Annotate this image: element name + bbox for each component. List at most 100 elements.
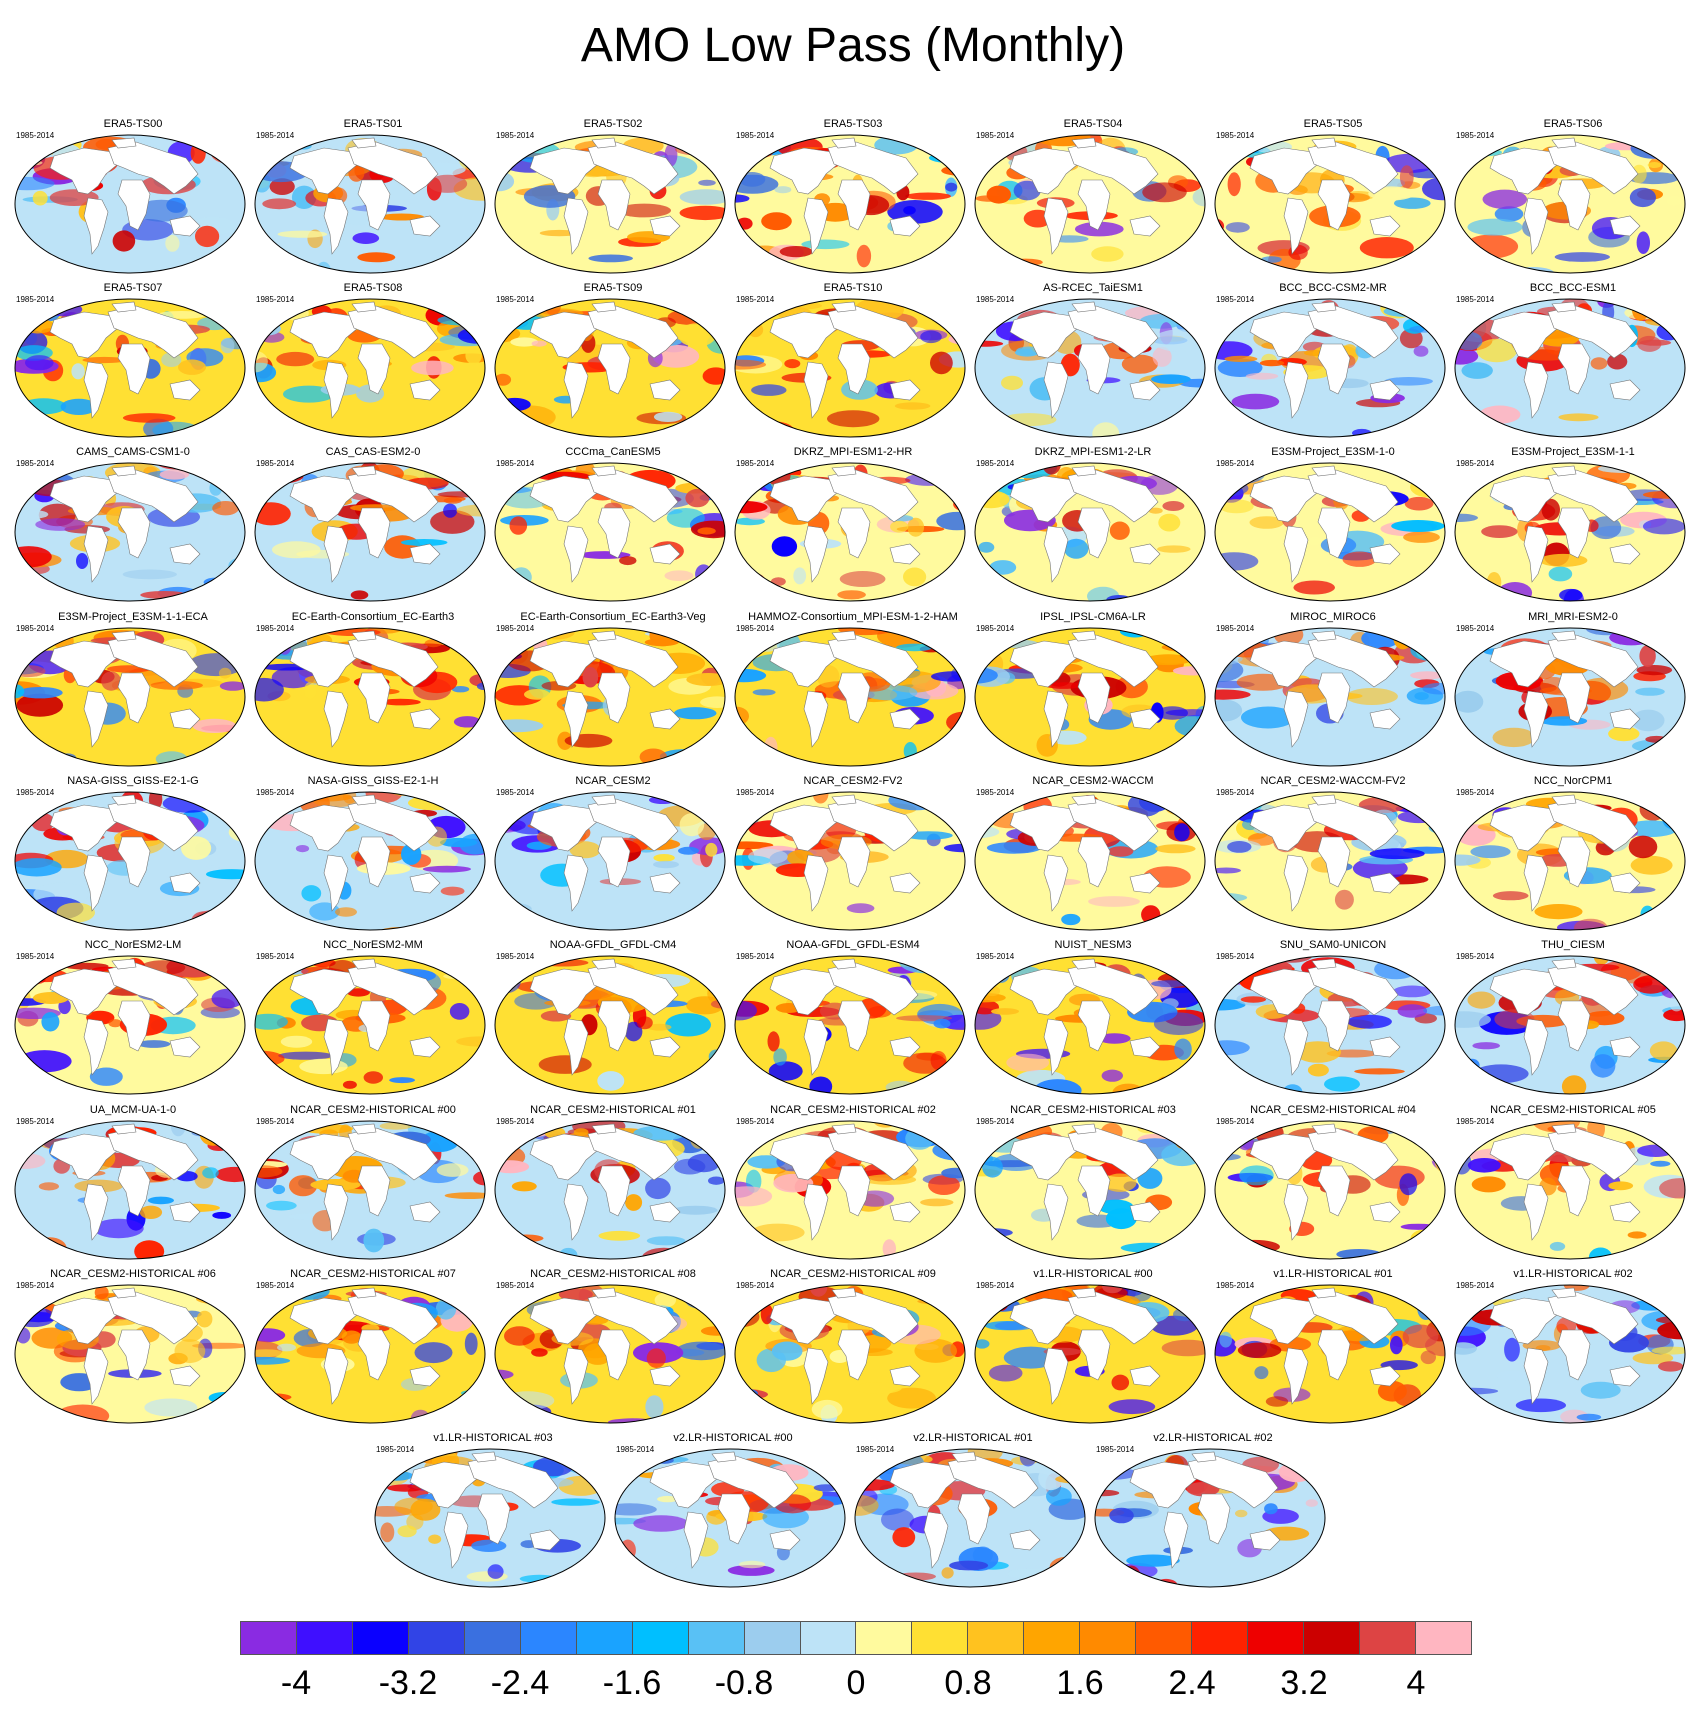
- continent-shape: [169, 1201, 201, 1223]
- continent-shape: [347, 798, 439, 852]
- map-panel: NCAR_CESM2-HISTORICAL #01 1985-2014: [494, 1104, 732, 1266]
- continent-shape: [1609, 1201, 1641, 1223]
- map-outline: [734, 298, 966, 438]
- continent-shape: [107, 141, 199, 195]
- panel-period-label: 1985-2014: [736, 624, 775, 633]
- continent-shape: [117, 1000, 151, 1052]
- continent-shape: [649, 1201, 681, 1223]
- panel-period-label: 1985-2014: [1456, 952, 1495, 961]
- sst-field: [975, 956, 1205, 1094]
- continent-shape: [117, 1165, 151, 1217]
- continent-shape: [769, 1297, 839, 1345]
- map-panel: UA_MCM-UA-1-0 1985-2014: [14, 1104, 252, 1266]
- panel-period-label: 1985-2014: [256, 788, 295, 797]
- world-map: [254, 955, 486, 1095]
- panel-period-label: 1985-2014: [496, 624, 535, 633]
- continent-shape: [1307, 141, 1399, 195]
- continent-shape: [1551, 137, 1577, 149]
- map-outline: [494, 1284, 726, 1424]
- continent-shape: [597, 179, 631, 231]
- continent-shape: [831, 301, 857, 313]
- continent-shape: [409, 1365, 441, 1387]
- sst-field: [735, 299, 965, 437]
- continent-shape: [1317, 1329, 1351, 1381]
- colorbar-tick-label: 0.8: [944, 1664, 992, 1702]
- world-map: [14, 791, 246, 931]
- map-outline: [1214, 1120, 1446, 1260]
- continent-shape: [1249, 1133, 1319, 1181]
- continent-shape: [1009, 1297, 1079, 1345]
- panel-title: v2.LR-HISTORICAL #00: [673, 1432, 793, 1444]
- continent-shape: [649, 379, 681, 401]
- panel-period-label: 1985-2014: [1216, 295, 1255, 304]
- continent-shape: [289, 311, 359, 359]
- colorbar-box: [1304, 1622, 1361, 1654]
- continent-shape: [1609, 215, 1641, 237]
- panel-title: NCAR_CESM2-HISTORICAL #01: [530, 1104, 696, 1116]
- sst-field: [1215, 628, 1445, 766]
- sst-field: [1455, 628, 1685, 766]
- continent-shape: [117, 179, 151, 231]
- continent-shape: [1077, 1329, 1111, 1381]
- continent-shape: [831, 1287, 857, 1299]
- continent-shape: [597, 1165, 631, 1217]
- panel-title: ERA5-TS03: [823, 118, 883, 130]
- sst-field: [495, 135, 725, 273]
- panel-title: ERA5-TS04: [1063, 118, 1123, 130]
- map-outline: [1214, 462, 1446, 602]
- panel-title: NASA-GISS_GISS-E2-1-G: [67, 775, 199, 787]
- map-outline: [494, 955, 726, 1095]
- panel-period-label: 1985-2014: [736, 1281, 775, 1290]
- map-outline: [734, 1284, 966, 1424]
- colorbar: [240, 1621, 1472, 1655]
- continent-shape: [111, 1287, 137, 1299]
- colorbar-box: [408, 1622, 465, 1654]
- map-outline: [974, 1284, 1206, 1424]
- map-outline: [734, 627, 966, 767]
- map-panel: NCAR_CESM2 1985-2014: [494, 775, 732, 937]
- sst-field: [1215, 792, 1445, 930]
- continent-shape: [591, 137, 617, 149]
- panel-period-label: 1985-2014: [1456, 459, 1495, 468]
- map-outline: [14, 134, 246, 274]
- world-map: [974, 955, 1206, 1095]
- map-panel: ERA5-TS08 1985-2014: [254, 282, 492, 444]
- world-map: [1454, 298, 1686, 438]
- continent-shape: [1557, 1329, 1591, 1381]
- continent-shape: [1129, 543, 1161, 565]
- continent-shape: [889, 379, 921, 401]
- colorbar-tick-label: -0.8: [714, 1664, 774, 1702]
- continent-shape: [1009, 147, 1079, 195]
- continent-shape: [1067, 634, 1159, 688]
- map-panel: v1.LR-HISTORICAL #00 1985-2014: [974, 1268, 1212, 1430]
- continent-shape: [597, 1329, 631, 1381]
- map-outline: [254, 627, 486, 767]
- continent-shape: [1009, 804, 1079, 852]
- continent-shape: [1071, 137, 1097, 149]
- continent-shape: [1369, 1036, 1401, 1058]
- panel-title: ERA5-TS06: [1543, 118, 1603, 130]
- colorbar-tick-label: 2.4: [1168, 1664, 1216, 1702]
- map-panel: NCAR_CESM2-HISTORICAL #06 1985-2014: [14, 1268, 252, 1430]
- world-map: [494, 791, 726, 931]
- panel-title: NCAR_CESM2: [575, 775, 651, 787]
- sst-field: [255, 792, 485, 930]
- continent-shape: [837, 507, 871, 559]
- continent-shape: [1523, 525, 1549, 583]
- map-panel: NCAR_CESM2-FV2 1985-2014: [734, 775, 972, 937]
- continent-shape: [289, 1297, 359, 1345]
- panel-period-label: 1985-2014: [1216, 131, 1255, 140]
- panel-period-label: 1985-2014: [496, 952, 535, 961]
- colorbar-box: [744, 1622, 801, 1654]
- world-map: [734, 627, 966, 767]
- continent-shape: [409, 543, 441, 565]
- map-outline: [254, 791, 486, 931]
- continent-shape: [1249, 968, 1319, 1016]
- continent-shape: [49, 640, 119, 688]
- map-outline: [1214, 627, 1446, 767]
- colorbar-box: [688, 1622, 745, 1654]
- continent-shape: [49, 311, 119, 359]
- world-map: [974, 134, 1206, 274]
- map-panel: NASA-GISS_GISS-E2-1-G 1985-2014: [14, 775, 252, 937]
- continent-shape: [107, 1291, 199, 1345]
